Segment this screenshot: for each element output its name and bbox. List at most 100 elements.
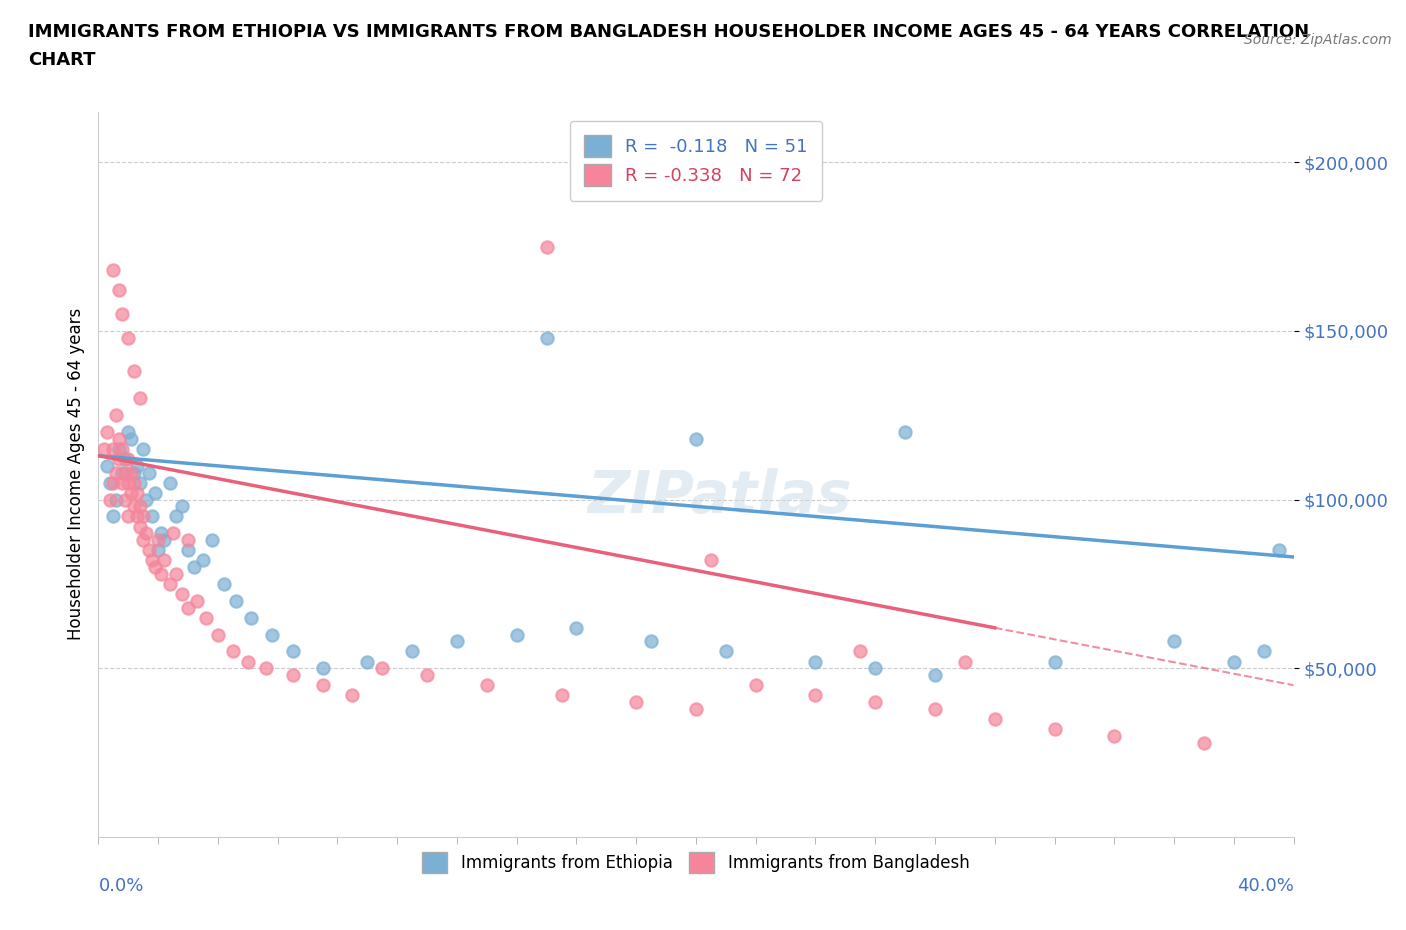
Point (111, 442, 134, 457)
Point (550, 688, 572, 703)
Point (96, 425, 118, 440)
Legend: Immigrants from Ethiopia, Immigrants from Bangladesh: Immigrants from Ethiopia, Immigrants fro… (415, 844, 977, 881)
Point (108, 442, 131, 457)
Point (865, 695, 887, 710)
Y-axis label: Householder Income Ages 45 - 64 years: Householder Income Ages 45 - 64 years (66, 308, 84, 641)
Point (201, 533, 224, 548)
Point (177, 533, 200, 548)
Point (225, 593, 247, 608)
Text: IMMIGRANTS FROM ETHIOPIA VS IMMIGRANTS FROM BANGLADESH HOUSEHOLDER INCOME AGES 4: IMMIGRANTS FROM ETHIOPIA VS IMMIGRANTS F… (28, 23, 1309, 41)
Point (150, 566, 173, 581)
Point (165, 509, 187, 524)
Point (700, 553, 723, 568)
Point (117, 475, 139, 490)
Point (135, 492, 157, 507)
Point (207, 627, 229, 642)
Point (117, 452, 139, 467)
Text: CHART: CHART (28, 51, 96, 69)
Point (177, 600, 200, 615)
Point (129, 475, 152, 490)
Point (114, 452, 136, 467)
Text: ZIPatlas: ZIPatlas (588, 468, 852, 525)
Point (96, 458, 118, 473)
Point (536, 330, 558, 345)
Point (924, 701, 946, 716)
Point (236, 654, 259, 669)
Point (103, 442, 125, 457)
Point (401, 644, 423, 658)
Point (129, 391, 152, 405)
Point (111, 475, 134, 490)
Point (138, 543, 160, 558)
Point (127, 509, 149, 524)
Point (132, 442, 155, 457)
Point (143, 485, 166, 500)
Point (311, 661, 333, 676)
Point (103, 509, 125, 524)
Point (260, 627, 283, 642)
Point (103, 263, 125, 278)
Point (506, 627, 529, 642)
Point (804, 654, 827, 669)
Point (148, 533, 170, 548)
Point (165, 566, 187, 581)
Point (1043, 722, 1066, 737)
Point (120, 485, 142, 500)
Point (108, 283, 131, 298)
Point (117, 330, 139, 345)
Point (1163, 634, 1185, 649)
Point (714, 644, 737, 658)
Point (1253, 644, 1275, 658)
Point (117, 509, 139, 524)
Text: Source: ZipAtlas.com: Source: ZipAtlas.com (1244, 33, 1392, 46)
Point (172, 498, 194, 513)
Point (108, 432, 131, 446)
Point (111, 465, 134, 480)
Point (177, 543, 200, 558)
Point (446, 634, 468, 649)
Point (129, 519, 152, 534)
Point (153, 553, 176, 568)
Point (141, 553, 163, 568)
Point (111, 307, 134, 322)
Point (172, 587, 194, 602)
Point (124, 498, 146, 513)
Point (132, 533, 155, 548)
Point (1192, 735, 1215, 750)
Point (239, 610, 262, 625)
Point (685, 701, 707, 716)
Point (148, 543, 170, 558)
Point (153, 533, 176, 548)
Point (745, 678, 768, 693)
Point (124, 465, 146, 480)
Point (98, 475, 122, 490)
Point (120, 465, 142, 480)
Point (120, 432, 142, 446)
Point (281, 668, 304, 683)
Text: 0.0%: 0.0% (98, 877, 143, 895)
Point (342, 688, 364, 703)
Point (159, 577, 181, 591)
Point (124, 364, 146, 379)
Point (135, 525, 157, 540)
Point (195, 610, 218, 625)
Point (150, 525, 173, 540)
Point (254, 661, 277, 676)
Point (804, 688, 827, 703)
Point (186, 593, 208, 608)
Point (117, 425, 139, 440)
Point (222, 644, 245, 658)
Point (1223, 654, 1246, 669)
Point (356, 654, 378, 669)
Point (281, 644, 304, 658)
Point (105, 492, 128, 507)
Point (127, 458, 149, 473)
Point (124, 475, 146, 490)
Point (108, 452, 131, 467)
Text: 40.0%: 40.0% (1237, 877, 1294, 895)
Point (138, 465, 160, 480)
Point (626, 695, 648, 710)
Point (162, 525, 184, 540)
Point (159, 475, 181, 490)
Point (105, 465, 128, 480)
